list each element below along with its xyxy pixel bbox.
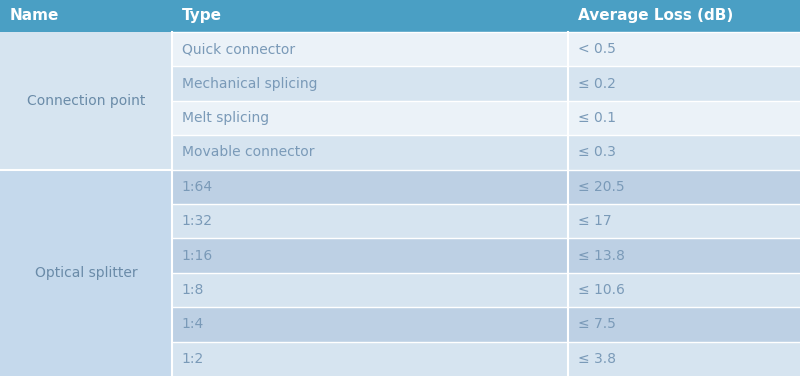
Text: ≤ 3.8: ≤ 3.8 (578, 352, 616, 366)
Bar (172, 273, 568, 307)
Text: 1:16: 1:16 (182, 249, 213, 262)
Bar (172, 204, 568, 238)
Bar (568, 341, 800, 376)
Text: ≤ 7.5: ≤ 7.5 (578, 317, 615, 331)
Bar (0, 0, 172, 32)
Text: ≤ 0.1: ≤ 0.1 (578, 111, 616, 125)
Bar (568, 273, 800, 307)
Bar (0, 32, 172, 170)
Text: 1:32: 1:32 (182, 214, 213, 228)
Text: 1:4: 1:4 (182, 317, 204, 331)
Text: Quick connector: Quick connector (182, 42, 294, 56)
Text: Type: Type (182, 9, 222, 23)
Text: < 0.5: < 0.5 (578, 42, 615, 56)
Text: ≤ 0.3: ≤ 0.3 (578, 146, 615, 159)
Text: ≤ 0.2: ≤ 0.2 (578, 77, 615, 91)
Text: ≤ 20.5: ≤ 20.5 (578, 180, 624, 194)
Bar (172, 238, 568, 273)
Text: 1:8: 1:8 (182, 283, 204, 297)
Bar (0, 170, 172, 376)
Bar (172, 341, 568, 376)
Text: ≤ 17: ≤ 17 (578, 214, 611, 228)
Text: Movable connector: Movable connector (182, 146, 314, 159)
Text: Mechanical splicing: Mechanical splicing (182, 77, 317, 91)
Bar (568, 238, 800, 273)
Bar (172, 101, 568, 135)
Text: 1:2: 1:2 (182, 352, 204, 366)
Bar (172, 307, 568, 341)
Text: Melt splicing: Melt splicing (182, 111, 269, 125)
Text: ≤ 10.6: ≤ 10.6 (578, 283, 625, 297)
Text: Connection point: Connection point (27, 94, 145, 108)
Bar (172, 0, 568, 32)
Bar (172, 32, 568, 66)
Text: Average Loss (dB): Average Loss (dB) (578, 9, 733, 23)
Bar (172, 67, 568, 101)
Bar (568, 204, 800, 238)
Bar (568, 101, 800, 135)
Bar (568, 170, 800, 204)
Bar (568, 135, 800, 170)
Bar (172, 135, 568, 170)
Bar (568, 67, 800, 101)
Text: 1:64: 1:64 (182, 180, 213, 194)
Text: ≤ 13.8: ≤ 13.8 (578, 249, 625, 262)
Bar (568, 32, 800, 66)
Text: Optical splitter: Optical splitter (34, 266, 138, 280)
Bar (568, 0, 800, 32)
Bar (568, 307, 800, 341)
Bar (172, 170, 568, 204)
Text: Name: Name (10, 9, 59, 23)
